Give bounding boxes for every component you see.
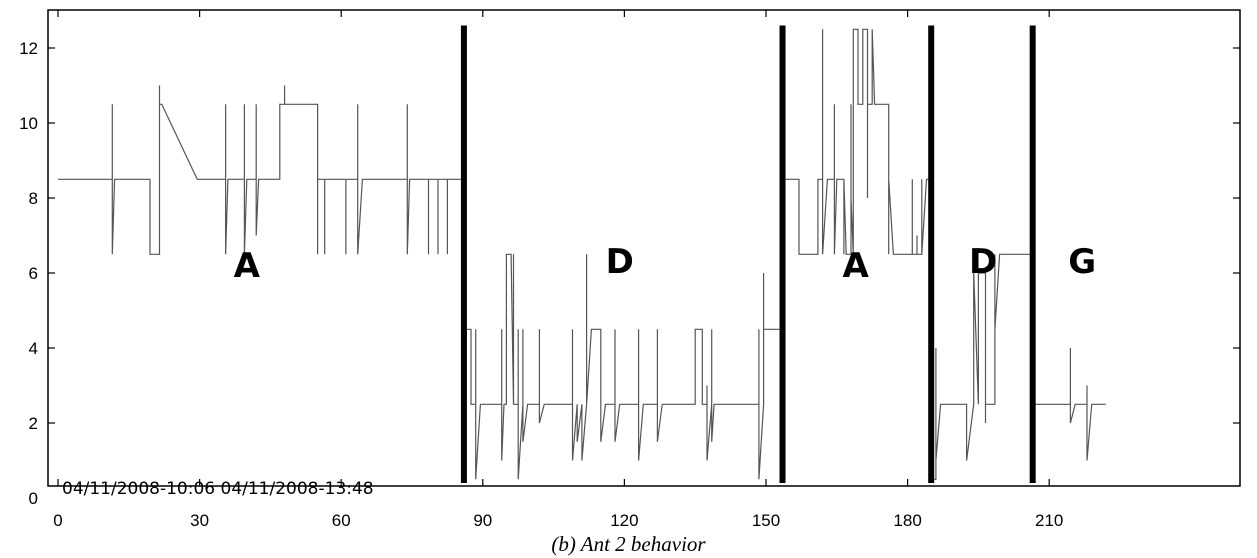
phase-label: D (969, 242, 997, 282)
behavior-chart: 0 30 60 90 120 150 180 210 0 2 4 6 8 10 12 A D A D G 04/11… (19, 9, 1241, 530)
timestamp-annotation: 04/11/2008-10:06 04/11/2008-13:48 (62, 479, 374, 499)
x-tick-label: 30 (190, 511, 209, 530)
x-tick-label: 0 (53, 511, 62, 530)
phase-separators (460, 25, 1036, 483)
x-tick-label: 60 (332, 511, 351, 530)
y-tick-label: 12 (19, 39, 38, 58)
phase-label: A (234, 246, 261, 286)
series-line (463, 253, 783, 480)
data-series (58, 28, 1106, 480)
phase-label: G (1068, 242, 1096, 282)
y-tick-label: 2 (29, 414, 38, 433)
series-line (58, 85, 464, 255)
y-tick-label: 6 (29, 264, 38, 283)
x-tick-label: 120 (610, 511, 638, 530)
phase-label: A (843, 246, 870, 286)
phase-label: D (606, 242, 634, 282)
y-tick-label: 4 (29, 339, 38, 358)
x-tick-label: 180 (893, 511, 921, 530)
axis-ticks: 0 30 60 90 120 150 180 210 0 2 4 6 8 10 12 (19, 10, 1240, 530)
y-tick-label: 0 (29, 489, 38, 508)
x-tick-label: 150 (752, 511, 780, 530)
plot-frame (47, 9, 1241, 487)
series-line (784, 28, 932, 255)
x-tick-label: 210 (1035, 511, 1063, 530)
y-tick-label: 10 (19, 114, 38, 133)
series-line (931, 253, 1033, 480)
x-tick-label: 90 (473, 511, 492, 530)
figure-caption: (b) Ant 2 behavior (551, 532, 706, 556)
series-line (1035, 348, 1106, 461)
y-tick-label: 8 (29, 189, 38, 208)
